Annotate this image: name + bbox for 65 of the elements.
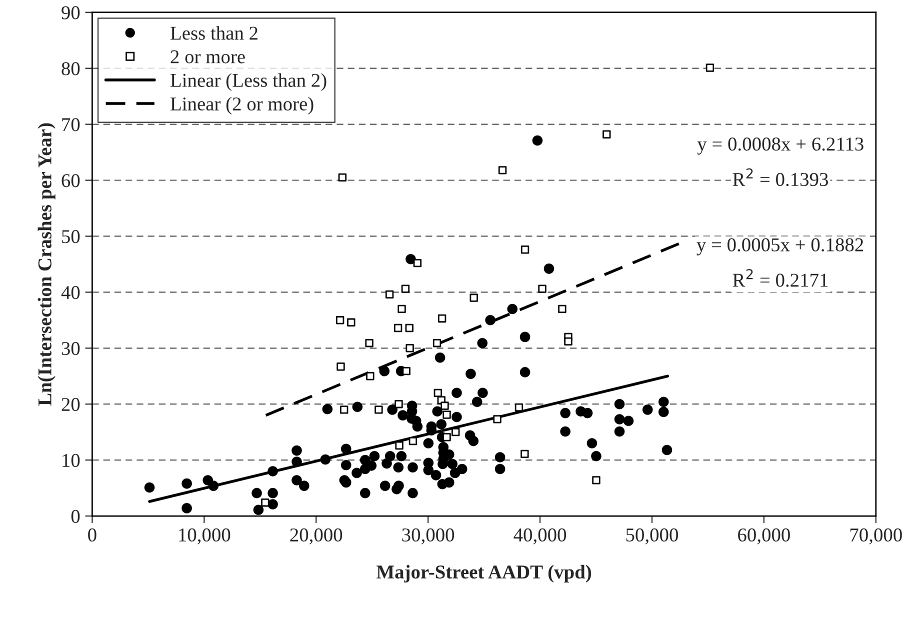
annotation: y = 0.0008x + 6.2113 [697,138,864,155]
point [438,314,446,323]
point [336,316,344,324]
point [336,362,345,371]
point [440,402,449,410]
point [374,406,383,414]
y-tick-label: 30 [62,342,80,356]
point [558,304,566,314]
point [394,400,403,408]
point [434,388,442,398]
point [538,284,546,293]
point [338,173,347,182]
point [432,339,442,348]
x-tick-label: 50,000 [626,528,678,544]
x-axis-title: Major-Street AADT (vpd) [376,564,592,583]
point [514,403,524,412]
point [602,130,611,138]
point [413,258,422,268]
point [347,318,356,326]
point [340,406,348,414]
legend-label: Linear (2 or more) [170,96,314,114]
point [406,344,414,352]
x-tick-label: 70,000 [850,528,902,544]
y-tick-label: 20 [62,398,80,412]
legend-label: Linear (Less than 2) [170,73,326,91]
x-tick-label: 20,000 [290,528,342,544]
point [398,304,406,314]
annotation: y = 0.0005x + 0.1882 [696,238,864,256]
point [385,290,394,299]
point [452,428,460,436]
annotation: R$^{2}$ = 0.1393 [732,168,828,186]
legend-label: Less than 2 [170,26,258,40]
point [564,337,572,346]
point [401,284,410,293]
x-tick-label: 60,000 [738,528,790,544]
point [394,324,402,332]
x-tick-label: 0 [88,528,96,542]
point [408,436,418,446]
y-tick-label: 80 [62,62,80,76]
point [470,294,478,302]
x-tick-label: 10,000 [179,528,230,544]
y-tick-label: 60 [62,174,80,188]
point [405,324,414,332]
point [592,476,600,484]
point [366,372,374,380]
point [261,498,270,507]
x-tick-label: 30,000 [402,528,454,544]
point [498,166,507,174]
point [365,339,374,348]
point [493,415,502,424]
legend-label: 2 or more [170,50,245,64]
y-tick-label: 0 [71,510,80,523]
x-tick-label: 40,000 [514,528,566,544]
point [706,64,714,72]
y-tick-label: 70 [62,118,80,132]
y-tick-label: 40 [61,286,80,300]
y-tick-label: 50 [62,230,80,244]
annotation: R$^{2}$ = 0.2171 [732,269,828,287]
y-tick-label: 10 [62,454,80,468]
point [520,450,529,458]
y-axis-title: Ln(Intersection Crashes per Year) [38,123,56,406]
y-tick-label: 90 [62,6,80,20]
point [395,441,404,450]
point [442,410,451,419]
point [520,246,530,254]
